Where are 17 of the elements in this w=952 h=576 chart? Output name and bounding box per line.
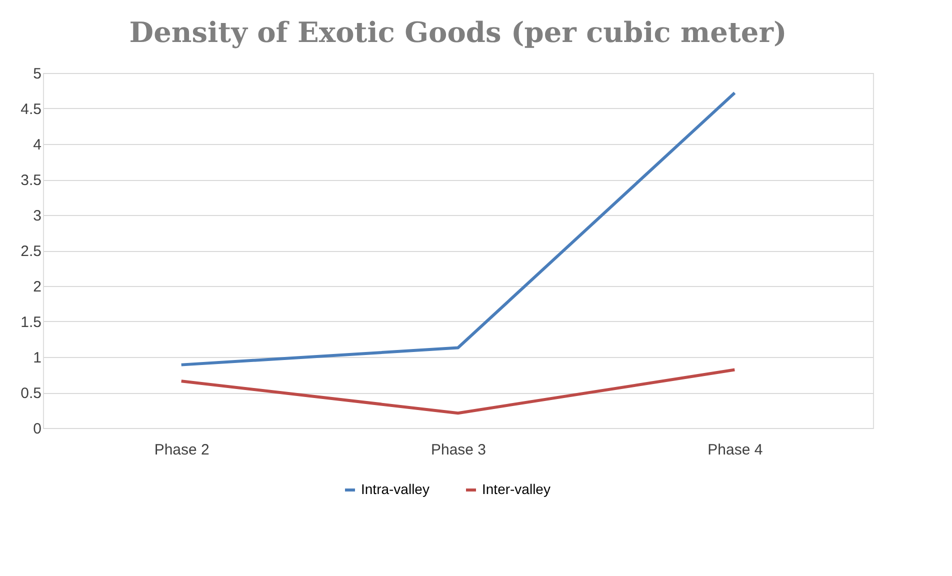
y-tick-label: 3.5 [20,172,42,189]
legend-label: Inter-valley [482,481,550,497]
y-tick-label: 3 [33,208,42,224]
x-tick-label: Phase 3 [430,442,486,458]
x-tick-label: Phase 4 [708,442,763,458]
x-tick-label: Phase 2 [154,442,210,458]
y-tick-label: 1 [33,350,42,366]
y-tick-label: 4.5 [20,101,42,118]
y-tick-label: 4 [33,136,42,154]
y-tick-label: 2 [33,278,42,296]
legend-label: Intra-valley [361,481,430,497]
y-tick-label: 5 [33,66,42,82]
y-tick-label: 0 [33,420,42,438]
y-tick-label: 2.5 [20,243,42,260]
y-tick-label: 1.5 [20,314,42,331]
chart-title: Density of Exotic Goods (per cubic meter) [129,16,787,49]
y-tick-label: 0.5 [20,385,42,402]
